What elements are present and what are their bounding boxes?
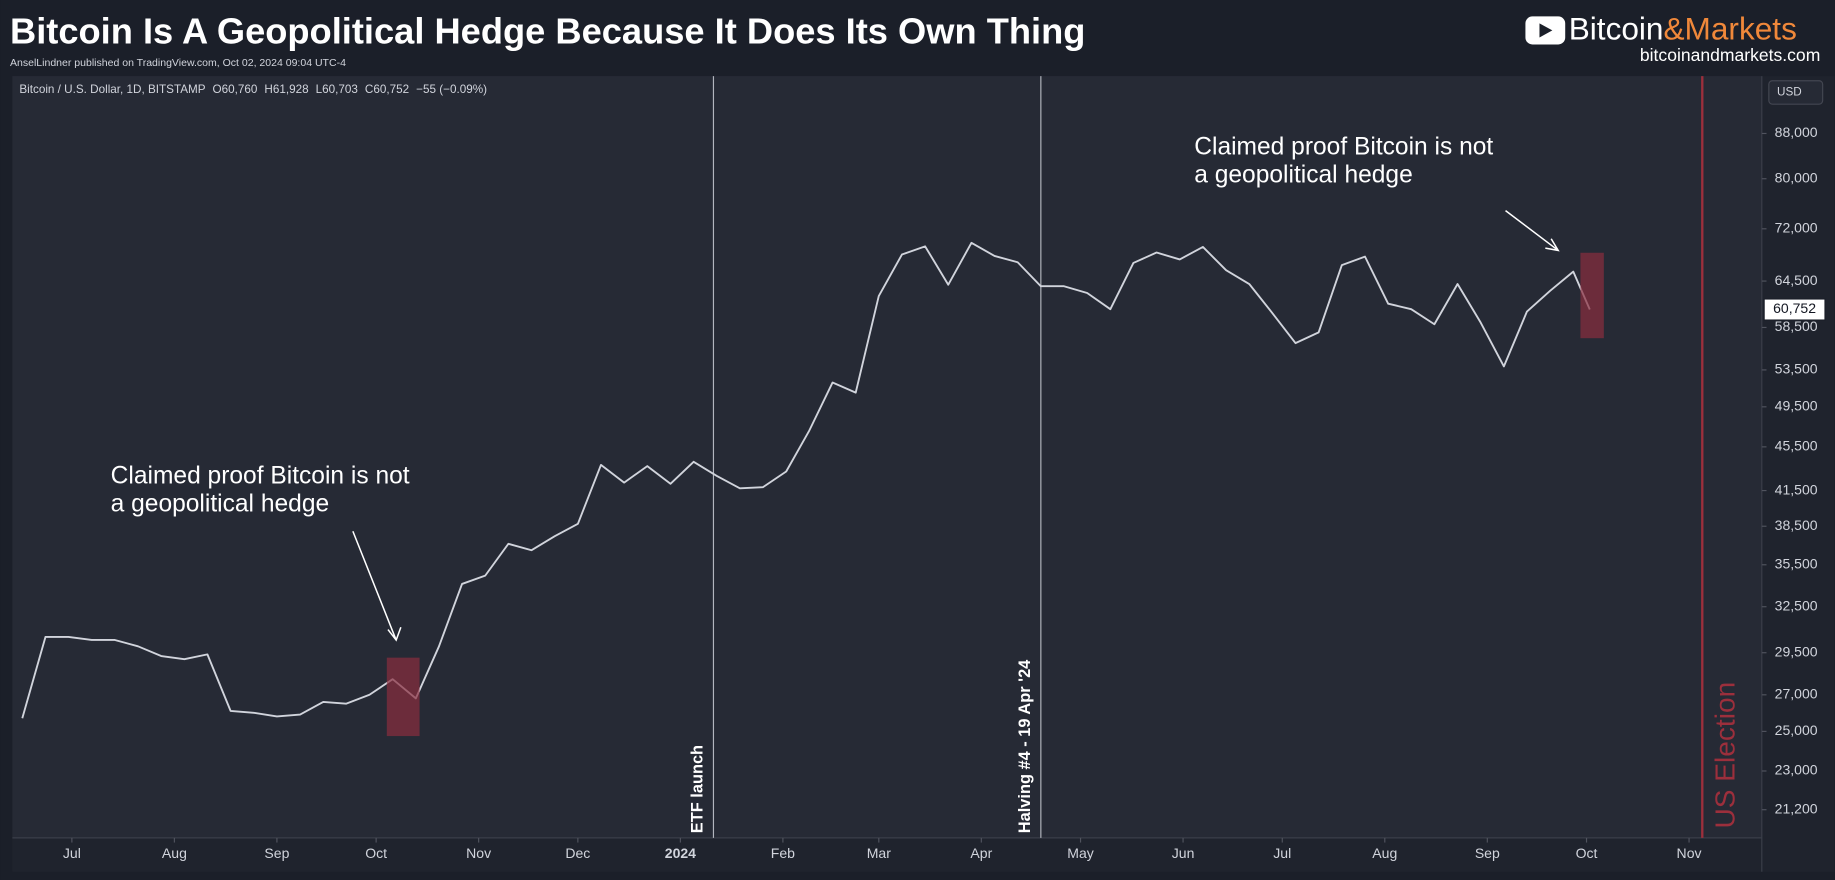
highlight-box (1580, 252, 1604, 339)
event-label: Halving #4 - 19 Apr '24 (1016, 659, 1034, 833)
ohlc-value: 61,928 (273, 83, 309, 96)
last-price-box (1763, 298, 1826, 321)
annotation-line: Claimed proof Bitcoin is not (1194, 134, 1493, 161)
change: −55 (−0.09%) (416, 83, 487, 96)
y-tick-label: 21,200 (1775, 800, 1818, 816)
symbol-info: Bitcoin / U.S. Dollar, 1D, BITSTAMP O60,7… (19, 83, 487, 96)
price-axis (1761, 76, 1835, 872)
y-tick-label: 64,500 (1775, 272, 1818, 288)
x-tick-label: Mar (867, 845, 891, 861)
annotation-line: a geopolitical hedge (1194, 162, 1413, 189)
x-tick-label: Dec (565, 845, 590, 861)
x-tick-label: Aug (1372, 845, 1397, 861)
time-axis (12, 837, 1762, 872)
arrow (352, 530, 402, 642)
y-tick-label: 23,000 (1775, 762, 1818, 778)
currency[interactable]: USD (1777, 86, 1802, 99)
y-tick-label: 29,500 (1775, 643, 1818, 659)
x-tick-label: Sep (1475, 845, 1500, 861)
ohlc-key: C (365, 83, 373, 96)
ohlc-value: 60,752 (373, 83, 409, 96)
brand-part: &Markets (1664, 11, 1797, 47)
last-price-label: 60,752 (1773, 300, 1816, 316)
plot: 21,200 23,000 25,000 27,000 29,500 32,500 35,5… (21, 76, 1826, 861)
ohlc-key: L (316, 83, 323, 96)
annotation: Claimed proof Bitcoin is not a geopolitic… (1194, 134, 1493, 189)
annotation-line: Claimed proof Bitcoin is not (111, 463, 410, 490)
brand-url: bitcoinandmarkets.com (1640, 45, 1820, 65)
plot-area (12, 76, 1762, 838)
arrow (1505, 210, 1560, 252)
x-tick-label: Sep (264, 845, 289, 861)
y-tick-label: 58,500 (1775, 318, 1818, 334)
y-tick-label: 25,000 (1775, 722, 1818, 738)
price-line (21, 241, 1591, 719)
y-tick-label: 45,500 (1775, 438, 1818, 454)
youtube-play (1539, 23, 1553, 38)
y-tick-label: 80,000 (1775, 169, 1818, 185)
x-tick-label: Nov (1677, 845, 1702, 861)
chart-title: Bitcoin Is A Geopolitical Hedge Because … (10, 11, 1085, 52)
event-label: US Election (1709, 682, 1740, 829)
currency-button[interactable] (1768, 80, 1824, 105)
x-tick-label: Feb (771, 845, 795, 861)
y-tick-label: 72,000 (1775, 220, 1818, 236)
ohlc-value: 60,760 (222, 83, 258, 96)
x-tick-label: May (1067, 845, 1094, 861)
x-tick-label: Jul (1273, 845, 1291, 861)
x-tick-label: Nov (466, 845, 491, 861)
event-label: ETF launch (689, 745, 707, 833)
ohlc-key: O (213, 83, 222, 96)
x-tick-label: Jun (1172, 845, 1195, 861)
annotation-line: a geopolitical hedge (111, 491, 330, 518)
x-tick-label: 2024 (665, 845, 696, 861)
x-tick-label: Apr (970, 845, 992, 861)
y-tick-label: 41,500 (1775, 481, 1818, 497)
highlight-box (386, 657, 420, 737)
y-tick-label: 38,500 (1775, 517, 1818, 533)
y-tick-label: 27,000 (1775, 686, 1818, 702)
y-tick-label: 32,500 (1775, 597, 1818, 613)
ohlc-key: H (264, 83, 272, 96)
ohlc-value: 60,703 (322, 83, 358, 96)
y-tick-label: 49,500 (1775, 398, 1818, 414)
subtitle: AnselLindner published on TradingView.co… (10, 57, 346, 69)
x-tick-label: Aug (162, 845, 187, 861)
annotation: Claimed proof Bitcoin is not a geopolitic… (111, 463, 410, 518)
x-tick-label: Oct (365, 845, 387, 861)
y-tick-label: 53,500 (1775, 361, 1818, 377)
x-tick-label: Jul (63, 845, 81, 861)
brand: Bitcoin&Markets (1569, 11, 1797, 47)
symbol: Bitcoin / U.S. Dollar, 1D, BITSTAMP (19, 83, 205, 96)
brand-part: Bitcoin (1569, 11, 1664, 47)
y-tick-label: 88,000 (1775, 124, 1818, 140)
y-tick-label: 35,500 (1775, 555, 1818, 571)
x-tick-label: Oct (1576, 845, 1598, 861)
